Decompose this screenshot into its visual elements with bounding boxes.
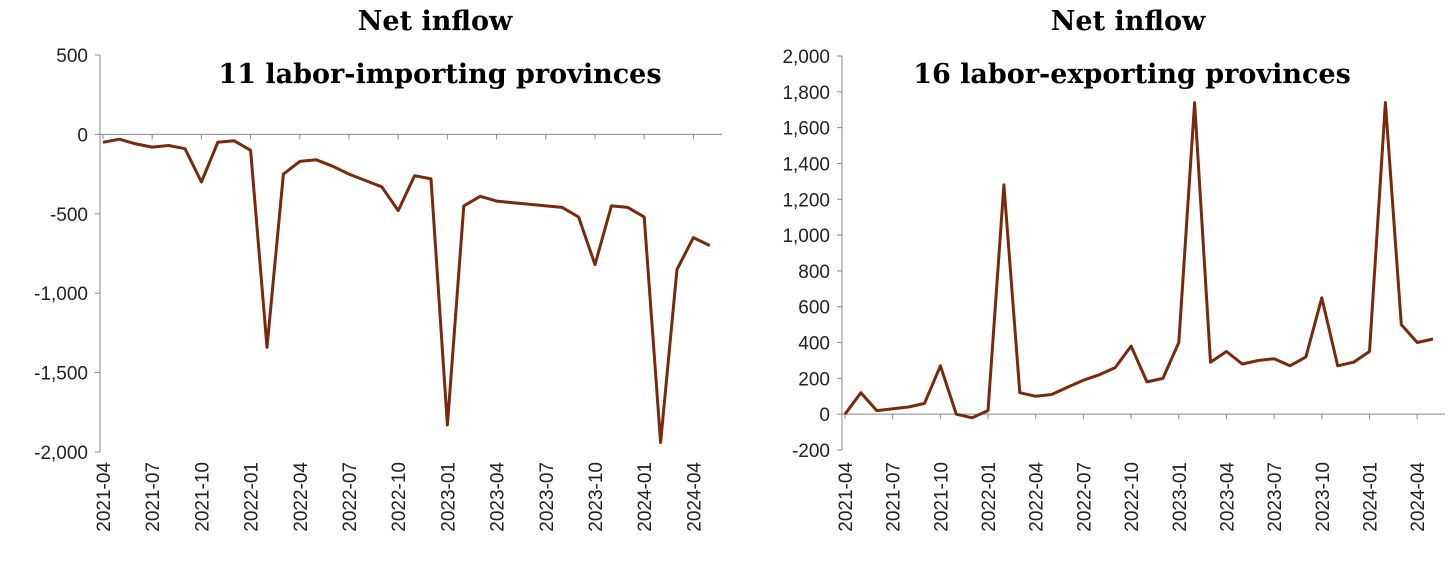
chart-title: Net inflow (1051, 6, 1206, 37)
y-tick-label: 0 (77, 125, 88, 146)
x-tick-label: 2023-04 (1217, 462, 1238, 532)
y-tick-label: -1,000 (34, 284, 88, 305)
x-tick-label: 2022-01 (979, 462, 1000, 532)
x-tick-label: 2022-10 (389, 462, 410, 532)
x-tick-label: 2023-01 (1170, 462, 1191, 532)
x-tick-label: 2022-04 (291, 462, 312, 532)
y-tick-label: 2,000 (782, 47, 830, 68)
x-tick-label: 2021-07 (143, 462, 164, 532)
chart-subtitle: 16 labor-exporting provinces (913, 59, 1351, 90)
y-tick-label: 1,800 (782, 83, 830, 104)
x-tick-label: 2024-04 (1408, 462, 1429, 532)
y-tick-label: 1,600 (782, 119, 830, 140)
x-tick-label: 2022-01 (242, 462, 263, 532)
x-tick-label: 2023-07 (537, 462, 558, 532)
x-tick-label: 2021-07 (884, 462, 905, 532)
chart-title: Net inflow (358, 6, 513, 37)
x-tick-label: 2024-01 (635, 462, 656, 532)
x-tick-label: 2021-10 (192, 462, 213, 532)
x-tick-label: 2024-01 (1360, 462, 1381, 532)
y-tick-label: 600 (798, 298, 830, 319)
x-tick-label: 2021-04 (94, 462, 115, 532)
x-tick-label: 2022-04 (1027, 462, 1048, 532)
y-tick-label: 500 (56, 46, 88, 67)
y-tick-label: -1,500 (34, 364, 88, 385)
data-line (843, 101, 1434, 420)
x-tick-label: 2022-07 (340, 462, 361, 532)
x-tick-label: 2023-04 (488, 462, 509, 532)
y-tick-label: 200 (798, 369, 830, 390)
data-line (102, 137, 711, 444)
x-tick-label: 2024-04 (684, 462, 705, 532)
x-tick-label: 2022-07 (1074, 462, 1095, 532)
x-tick-label: 2022-10 (1122, 462, 1143, 532)
y-tick-label: 1,400 (782, 154, 830, 175)
y-tick-label: -500 (50, 205, 88, 226)
chart-subtitle: 11 labor-importing provinces (218, 59, 661, 90)
y-tick-label: 0 (819, 405, 830, 426)
x-tick-label: 2023-07 (1265, 462, 1286, 532)
x-tick-label: 2023-10 (1313, 462, 1334, 532)
y-tick-label: 800 (798, 262, 830, 283)
y-tick-label: -200 (792, 441, 830, 462)
x-tick-label: 2023-10 (586, 462, 607, 532)
y-tick-label: 1,000 (782, 226, 830, 247)
y-tick-label: 400 (798, 334, 830, 355)
x-tick-label: 2021-04 (836, 462, 857, 532)
y-tick-label: 1,200 (782, 190, 830, 211)
x-tick-label: 2023-01 (438, 462, 459, 532)
y-tick-label: -2,000 (34, 443, 88, 464)
x-tick-label: 2021-10 (931, 462, 952, 532)
